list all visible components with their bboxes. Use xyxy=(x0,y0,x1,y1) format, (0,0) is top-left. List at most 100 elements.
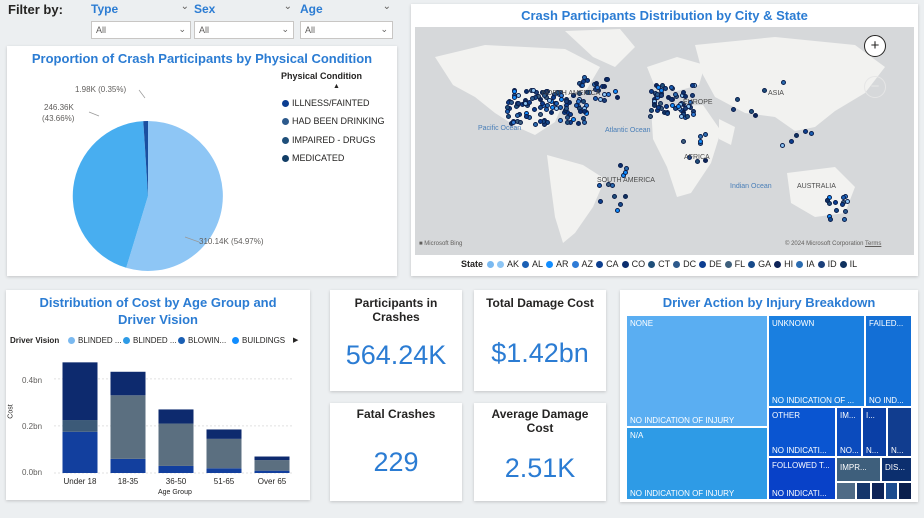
map-point[interactable] xyxy=(610,182,616,188)
terms-link[interactable]: Terms xyxy=(865,241,882,247)
map-point[interactable] xyxy=(538,119,544,125)
map-point[interactable] xyxy=(809,130,815,136)
map-point[interactable] xyxy=(550,94,556,100)
map-point[interactable] xyxy=(655,91,661,97)
bar-segment[interactable] xyxy=(254,470,290,473)
bar-segment[interactable] xyxy=(110,458,146,473)
map-point[interactable] xyxy=(688,99,694,105)
bar-segment[interactable] xyxy=(62,420,98,432)
treemap-cell-im[interactable]: IM... NO... xyxy=(836,407,862,457)
map-point[interactable] xyxy=(663,104,669,110)
state-legend-item-ar[interactable]: AR xyxy=(546,259,569,269)
slicer-type[interactable]: Type ⌄ All ⌄ xyxy=(91,0,191,40)
treemap-cell-none[interactable]: NONE NO INDICATION OF INJURY xyxy=(626,315,768,427)
world-map[interactable]: NORTH AMERICA EUROPE ASIA Pacific Ocean … xyxy=(415,27,914,255)
state-legend-item-dc[interactable]: DC xyxy=(673,259,696,269)
map-point[interactable] xyxy=(581,98,587,104)
map-point[interactable] xyxy=(665,110,671,116)
map-point[interactable] xyxy=(735,96,741,102)
map-point[interactable] xyxy=(606,91,612,97)
bar-segment[interactable] xyxy=(158,409,194,424)
map-point[interactable] xyxy=(614,95,620,101)
state-legend-item-ca[interactable]: CA xyxy=(596,259,619,269)
slicer-age[interactable]: Age ⌄ All ⌄ xyxy=(300,0,393,40)
map-point[interactable] xyxy=(575,121,581,127)
treemap-cell-unknown[interactable]: UNKNOWN NO INDICATION OF ... xyxy=(768,315,865,407)
map-point[interactable] xyxy=(542,92,548,98)
map-point[interactable] xyxy=(676,103,682,109)
map-point[interactable] xyxy=(802,128,808,134)
map-point[interactable] xyxy=(827,200,833,206)
bar-segment[interactable] xyxy=(254,460,290,471)
bar-legend-item[interactable]: BLINDED ... xyxy=(68,336,122,345)
map-point[interactable] xyxy=(762,88,768,94)
state-legend-item-ak[interactable]: AK xyxy=(497,259,519,269)
map-point[interactable] xyxy=(834,208,840,214)
map-point[interactable] xyxy=(601,83,607,89)
state-legend-item-il[interactable]: IL xyxy=(839,259,857,269)
treemap-cell-followed[interactable]: FOLLOWED T... NO INDICATI... xyxy=(768,457,836,500)
map-point[interactable] xyxy=(531,87,537,93)
map-point[interactable] xyxy=(689,83,695,89)
map-point[interactable] xyxy=(577,90,583,96)
map-point[interactable] xyxy=(697,134,703,140)
map-point[interactable] xyxy=(652,103,658,109)
zoom-out-button[interactable]: − xyxy=(864,76,886,98)
map-point[interactable] xyxy=(511,94,517,100)
state-legend-item-ga[interactable]: GA xyxy=(748,259,771,269)
map-point[interactable] xyxy=(753,112,759,118)
pie-legend-item[interactable]: MEDICATED xyxy=(282,153,344,163)
map-point[interactable] xyxy=(794,132,800,138)
map-point[interactable] xyxy=(531,107,537,113)
map-point[interactable] xyxy=(549,110,555,116)
slicer-sex-dropdown[interactable]: All ⌄ xyxy=(194,21,294,39)
state-legend-item-id[interactable]: ID xyxy=(817,259,837,269)
map-point[interactable] xyxy=(582,120,588,126)
map-point[interactable] xyxy=(648,108,654,114)
pie-slice-large[interactable] xyxy=(126,121,223,271)
zoom-in-button[interactable]: + xyxy=(864,35,886,57)
slicer-type-dropdown[interactable]: All ⌄ xyxy=(91,21,191,39)
map-point[interactable] xyxy=(655,85,661,91)
bar-chart-plot[interactable]: Under 18 18-35 36-50 51-65 Over 65 xyxy=(6,290,310,500)
map-point[interactable] xyxy=(565,120,571,126)
sort-arrow-icon[interactable]: ▲ xyxy=(333,83,340,90)
map-point[interactable] xyxy=(749,108,755,114)
treemap-cell-small[interactable]: N... xyxy=(887,407,912,457)
map-point[interactable] xyxy=(564,105,570,111)
map-point[interactable] xyxy=(524,88,530,94)
bar-segment[interactable] xyxy=(158,423,194,466)
map-point[interactable] xyxy=(679,114,685,120)
state-legend-item-hi[interactable]: HI xyxy=(774,259,793,269)
bar-legend-item[interactable]: BLOWIN... xyxy=(178,336,226,345)
map-point[interactable] xyxy=(532,122,538,128)
treemap-cell-tiny[interactable] xyxy=(898,482,912,500)
map-point[interactable] xyxy=(832,199,838,205)
map-point[interactable] xyxy=(695,158,701,164)
chevron-down-icon[interactable]: ⌄ xyxy=(283,1,292,12)
map-point[interactable] xyxy=(537,111,543,117)
map-point[interactable] xyxy=(617,201,623,207)
map-point[interactable] xyxy=(527,99,533,105)
map-point[interactable] xyxy=(517,120,523,126)
bar-segment[interactable] xyxy=(254,456,290,461)
map-point[interactable] xyxy=(703,157,709,163)
map-point[interactable] xyxy=(680,138,686,144)
map-point[interactable] xyxy=(581,108,587,114)
map-point[interactable] xyxy=(648,114,654,120)
treemap-cell-tiny[interactable] xyxy=(836,482,856,500)
state-legend-item-co[interactable]: CO xyxy=(621,259,645,269)
map-point[interactable] xyxy=(788,139,794,145)
map-point[interactable] xyxy=(576,99,582,105)
state-legend-item-ia[interactable]: IA xyxy=(796,259,815,269)
pie-legend-item[interactable]: ILLNESS/FAINTED xyxy=(282,98,370,108)
map-point[interactable] xyxy=(827,217,833,223)
state-legend-item-de[interactable]: DE xyxy=(699,259,722,269)
bar-legend-item[interactable]: BLINDED ... xyxy=(123,336,177,345)
map-point[interactable] xyxy=(538,104,544,110)
bar-legend-item[interactable]: BUILDINGS xyxy=(232,336,285,345)
treemap-cell-i[interactable]: I... N... xyxy=(862,407,887,457)
map-point[interactable] xyxy=(505,104,510,110)
map-point[interactable] xyxy=(612,89,618,95)
map-point[interactable] xyxy=(597,182,603,188)
